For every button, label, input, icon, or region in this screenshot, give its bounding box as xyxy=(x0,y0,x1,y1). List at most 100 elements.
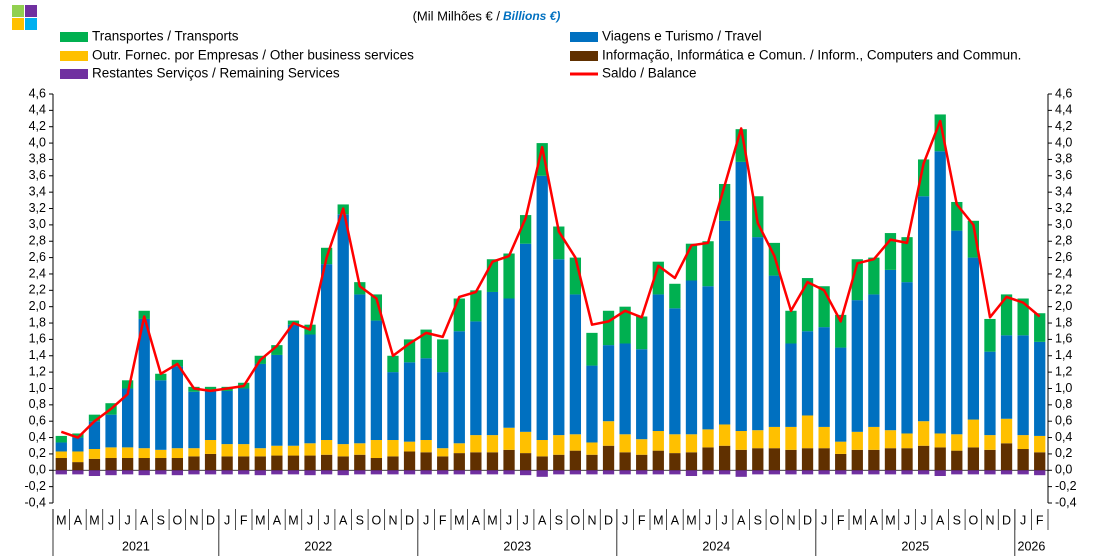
bar-segment xyxy=(221,444,233,457)
x-tick-label: M xyxy=(56,513,66,527)
bar-segment xyxy=(121,458,134,471)
x-tick-label: O xyxy=(372,513,382,527)
x-tick-label: N xyxy=(189,513,198,527)
bar-segment xyxy=(1000,443,1013,471)
bar-segment xyxy=(503,427,515,450)
y-tick-label: 1,8 xyxy=(29,315,46,329)
x-tick-label: J xyxy=(108,513,114,527)
bar-segment xyxy=(934,114,946,152)
bar-segment xyxy=(403,470,416,475)
bar-segment xyxy=(619,452,631,471)
x-tick-label: A xyxy=(737,513,746,527)
bar-segment xyxy=(835,314,847,348)
bar-segment xyxy=(768,426,781,449)
logo-square xyxy=(25,18,37,30)
bar-segment xyxy=(72,437,84,452)
legend-label: Informação, Informática e Comun. / Infor… xyxy=(602,48,1021,63)
bar-segment xyxy=(917,421,930,446)
bar-segment xyxy=(984,470,996,475)
y-tick-label: 4,0 xyxy=(29,135,46,149)
bar-segment xyxy=(287,470,300,475)
y2-tick-label: 2,0 xyxy=(1055,299,1072,313)
legend-swatch xyxy=(60,51,88,61)
bar-segment xyxy=(287,455,300,471)
bar-segment xyxy=(138,448,150,459)
y2-tick-label: 2,2 xyxy=(1055,283,1072,297)
x-tick-label: J xyxy=(324,513,330,527)
y-tick-label: 0,2 xyxy=(29,446,46,460)
bar-segment xyxy=(735,161,747,432)
bar-segment xyxy=(138,470,150,476)
bar-segment xyxy=(835,347,847,442)
y2-tick-label: 1,2 xyxy=(1055,364,1072,378)
legend-swatch xyxy=(570,32,598,42)
bar-segment xyxy=(72,433,84,438)
bar-segment xyxy=(785,426,797,450)
year-label: 2023 xyxy=(503,539,531,553)
bar-segment xyxy=(238,388,250,445)
y-tick-label: 1,6 xyxy=(29,332,46,346)
year-label: 2021 xyxy=(122,539,150,553)
y2-tick-label: 1,0 xyxy=(1055,381,1072,395)
y-tick-label: 0,6 xyxy=(29,413,46,427)
x-tick-label: D xyxy=(206,513,215,527)
bar-segment xyxy=(320,454,333,471)
bar-segment xyxy=(586,470,598,475)
bar-segment xyxy=(105,470,117,476)
bar-segment xyxy=(55,458,67,471)
bar-segment xyxy=(934,433,946,448)
y-tick-label: 3,8 xyxy=(29,152,46,166)
bar-segment xyxy=(685,243,698,281)
bar-segment xyxy=(1017,470,1029,475)
bar-segment xyxy=(437,470,449,475)
bar-segment xyxy=(337,214,349,445)
bar-segment xyxy=(984,435,996,450)
bar-segment xyxy=(917,159,930,197)
bar-segment xyxy=(470,452,482,471)
bar-segment xyxy=(238,456,250,471)
bar-segment xyxy=(1000,418,1013,444)
bar-segment xyxy=(884,448,897,471)
bar-segment xyxy=(486,452,499,471)
bar-segment xyxy=(519,243,532,432)
bar-segment xyxy=(702,286,714,430)
bar-segment xyxy=(851,300,863,432)
bar-segment xyxy=(967,257,980,420)
bar-segment xyxy=(503,470,515,475)
bar-segment xyxy=(105,447,117,459)
bar-segment xyxy=(602,470,615,475)
bar-segment xyxy=(72,451,84,463)
bar-segment xyxy=(636,316,648,350)
bar-segment xyxy=(88,414,101,422)
bar-segment xyxy=(337,444,349,457)
x-tick-label: J xyxy=(821,513,827,527)
bar-segment xyxy=(669,308,681,435)
bar-segment xyxy=(155,373,167,381)
bar-segment xyxy=(420,329,432,359)
bar-segment xyxy=(188,448,200,457)
y2-tick-label: 0,6 xyxy=(1055,413,1072,427)
x-tick-label: O xyxy=(770,513,780,527)
bar-segment xyxy=(652,261,664,295)
bar-segment xyxy=(702,470,714,475)
bar-segment xyxy=(735,129,747,162)
bar-segment xyxy=(138,318,150,449)
bar-segment xyxy=(752,470,764,475)
y2-tick-label: 4,6 xyxy=(1055,86,1072,100)
year-label: 2026 xyxy=(1018,539,1046,553)
x-tick-label: J xyxy=(224,513,230,527)
bar-segment xyxy=(619,470,631,475)
x-tick-label: A xyxy=(671,513,680,527)
bar-segment xyxy=(387,355,399,373)
bar-segment xyxy=(470,321,482,436)
bar-segment xyxy=(818,286,830,328)
legend-label: Saldo / Balance xyxy=(602,66,697,81)
y-tick-label: 2,4 xyxy=(29,266,46,280)
bar-segment xyxy=(801,470,814,475)
bar-segment xyxy=(403,339,416,363)
bar-segment xyxy=(718,220,731,425)
bar-segment xyxy=(453,453,465,471)
bar-segment xyxy=(55,435,67,443)
bar-segment xyxy=(801,448,814,471)
bar-segment xyxy=(254,448,266,457)
